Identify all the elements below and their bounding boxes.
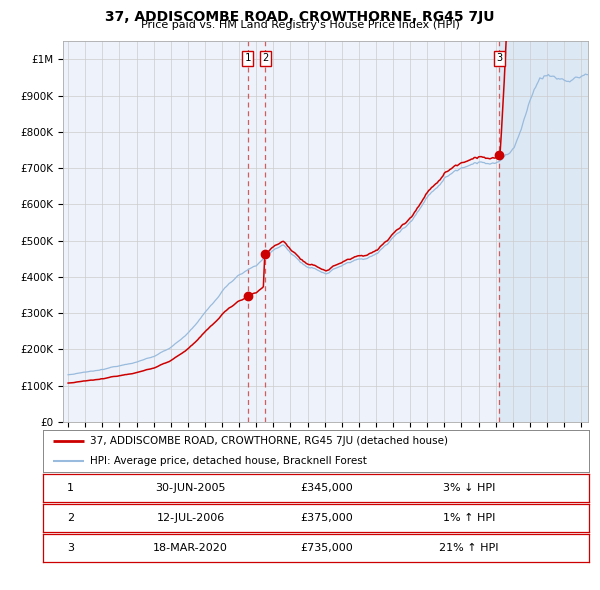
Text: 30-JUN-2005: 30-JUN-2005 — [155, 483, 226, 493]
Text: 3: 3 — [496, 54, 502, 63]
Text: 2: 2 — [67, 513, 74, 523]
Text: 1: 1 — [67, 483, 74, 493]
Text: £345,000: £345,000 — [301, 483, 353, 493]
Text: 3% ↓ HPI: 3% ↓ HPI — [443, 483, 495, 493]
Text: 37, ADDISCOMBE ROAD, CROWTHORNE, RG45 7JU (detached house): 37, ADDISCOMBE ROAD, CROWTHORNE, RG45 7J… — [89, 437, 448, 447]
Text: £375,000: £375,000 — [301, 513, 353, 523]
Text: 18-MAR-2020: 18-MAR-2020 — [153, 543, 228, 553]
Text: 21% ↑ HPI: 21% ↑ HPI — [439, 543, 499, 553]
Text: 12-JUL-2006: 12-JUL-2006 — [157, 513, 225, 523]
Text: 1% ↑ HPI: 1% ↑ HPI — [443, 513, 495, 523]
Text: Price paid vs. HM Land Registry's House Price Index (HPI): Price paid vs. HM Land Registry's House … — [140, 20, 460, 30]
Text: 2: 2 — [262, 54, 268, 63]
Text: 37, ADDISCOMBE ROAD, CROWTHORNE, RG45 7JU: 37, ADDISCOMBE ROAD, CROWTHORNE, RG45 7J… — [105, 10, 495, 24]
Text: £735,000: £735,000 — [301, 543, 353, 553]
Text: HPI: Average price, detached house, Bracknell Forest: HPI: Average price, detached house, Brac… — [89, 456, 367, 466]
Text: 1: 1 — [244, 54, 251, 63]
Bar — [499, 41, 600, 422]
Text: 3: 3 — [67, 543, 74, 553]
